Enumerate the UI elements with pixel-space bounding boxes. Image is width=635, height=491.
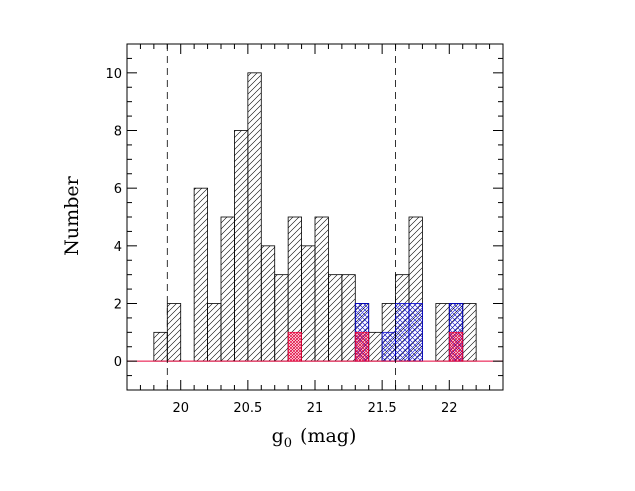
histogram-bar xyxy=(462,303,477,362)
histogram-bar xyxy=(193,187,208,362)
histogram-bar xyxy=(301,245,316,362)
histogram-bar xyxy=(153,331,168,362)
histogram-bar xyxy=(274,274,289,362)
histogram-bar xyxy=(395,303,410,362)
histogram-bar xyxy=(448,331,464,362)
reference-lines xyxy=(127,44,503,390)
x-tick-label: 20 xyxy=(172,401,189,416)
x-axis-title: g0 (mag) xyxy=(272,425,357,451)
y-tick-label: 6 xyxy=(114,182,122,197)
y-tick-label: 8 xyxy=(114,125,122,140)
y-axis-title: Number xyxy=(61,175,83,255)
histogram-bar xyxy=(435,303,450,362)
histogram-bar xyxy=(314,216,329,362)
histogram-bar xyxy=(368,331,383,362)
x-tick-label: 21.5 xyxy=(368,401,397,416)
x-tick-label: 21 xyxy=(307,401,324,416)
x-tick-label: 20.5 xyxy=(233,401,262,416)
histogram-bar xyxy=(247,72,262,362)
y-tick-labels: 0 2 4 6 8 10 xyxy=(105,67,122,370)
histogram-bar xyxy=(220,216,235,362)
histogram-bar xyxy=(166,303,182,362)
histogram-bar xyxy=(381,331,396,362)
x-axis-title-subscript: 0 xyxy=(284,436,292,451)
y-tick-label: 2 xyxy=(114,298,122,313)
x-tick-labels: 20 20.5 21 21.5 22 xyxy=(172,401,457,416)
histogram-bar xyxy=(341,274,356,362)
x-axis-title-main: g xyxy=(272,425,284,447)
histogram-bar xyxy=(354,331,370,362)
x-tick-label: 22 xyxy=(441,401,458,416)
histogram-bar xyxy=(328,274,343,362)
y-tick-label: 10 xyxy=(105,67,122,82)
histogram-bar xyxy=(287,331,302,362)
y-tick-label: 4 xyxy=(114,240,122,255)
histogram-bar xyxy=(408,303,423,362)
y-tick-label: 0 xyxy=(114,355,122,370)
histogram-bar xyxy=(207,303,222,362)
axis-ticks xyxy=(126,43,504,391)
bars-layer xyxy=(153,72,477,362)
histogram-bar xyxy=(260,245,276,362)
x-axis-title-unit: (mag) xyxy=(300,425,356,447)
histogram-bar xyxy=(234,130,249,362)
